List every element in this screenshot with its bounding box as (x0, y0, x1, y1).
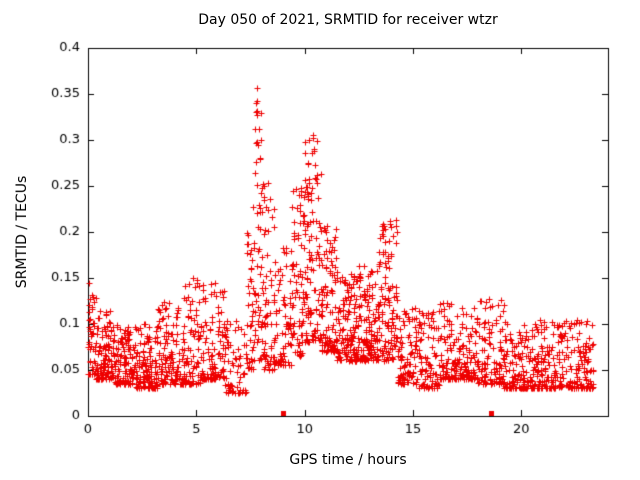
y-axis-label: SRMTID / TECUs (14, 175, 30, 289)
chart-title: Day 050 of 2021, SRMTID for receiver wtz… (198, 12, 498, 28)
x-axis-label: GPS time / hours (289, 452, 407, 468)
